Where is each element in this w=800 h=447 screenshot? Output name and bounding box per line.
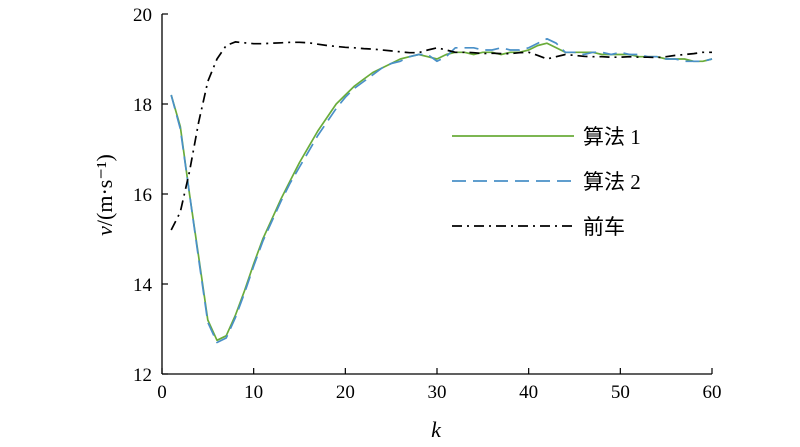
x-tick-label: 10 [244,382,263,403]
x-axis-ticks: 0 10 20 30 40 50 60 [157,368,722,403]
y-tick-label: 12 [133,365,152,386]
x-tick-label: 40 [519,382,538,403]
x-tick-label: 50 [611,382,630,403]
y-axis-ticks: 12 14 16 18 20 [133,5,168,386]
x-tick-label: 60 [703,382,722,403]
y-tick-label: 14 [133,275,153,296]
series-line-3 [170,41,712,231]
y-axis-label-unit: /(m·s⁻¹) [92,154,117,226]
legend-label-1: 算法 1 [583,125,641,149]
x-tick-label: 0 [157,382,167,403]
axes [161,14,712,375]
y-tick-label: 20 [133,5,152,26]
plot-lines [170,37,713,344]
y-tick-label: 18 [133,95,152,116]
y-tick-label: 16 [133,185,152,206]
legend-label-3: 前车 [583,215,625,239]
series-line-2 [170,37,713,344]
x-tick-label: 20 [336,382,355,403]
x-tick-label: 30 [428,382,447,403]
y-axis-label: v/(m·s⁻¹) [92,154,117,236]
y-axis-label-var: v [92,226,117,236]
x-axis-label: k [431,417,442,442]
legend: 算法 1 算法 2 前车 [452,125,641,239]
legend-label-2: 算法 2 [583,170,641,194]
